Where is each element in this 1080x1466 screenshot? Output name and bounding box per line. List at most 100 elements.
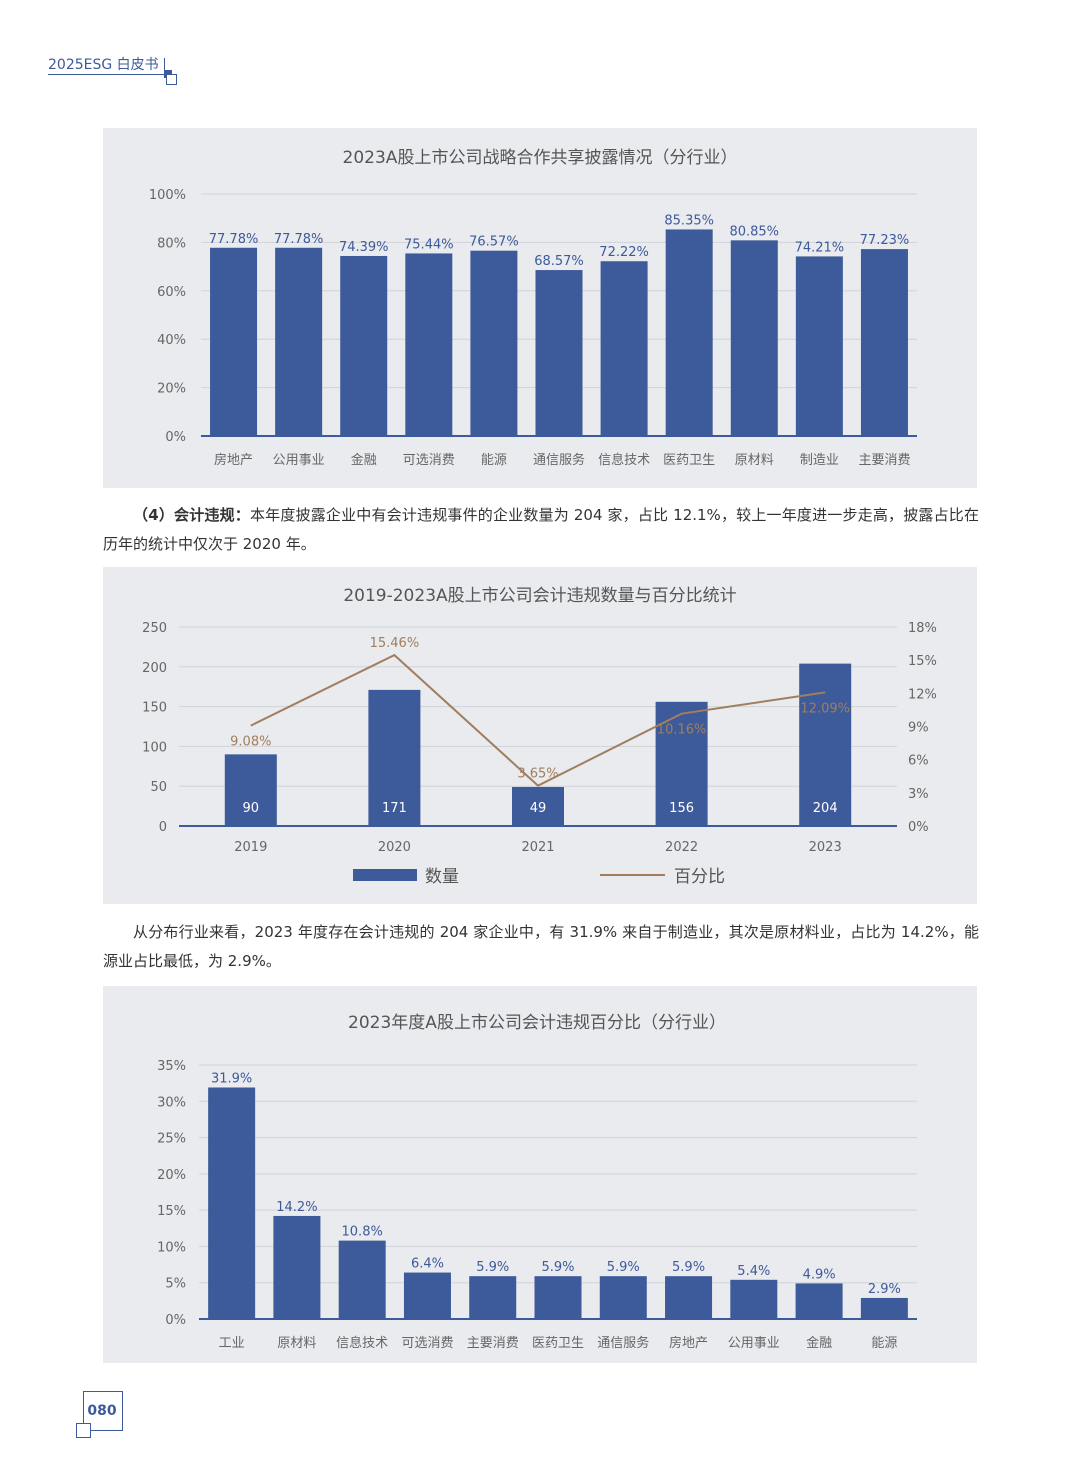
chart-violations-by-industry: 2023年度A股上市公司会计违规百分比（分行业） 0% 5% 10% 15% 20% 25… (157, 1013, 917, 1351)
y-left-tick-label: 200 (142, 661, 167, 676)
x-tick-label: 主要消费 (858, 453, 910, 468)
y-tick-label: 0% (165, 430, 186, 445)
data-label: 85.35% (664, 213, 714, 228)
bar (340, 255, 388, 436)
legend-label-percent: 百分比 (674, 867, 725, 887)
x-tick-label: 能源 (481, 453, 507, 468)
bar (535, 270, 583, 436)
data-label: 5.9% (672, 1260, 705, 1275)
x-tick-label: 通信服务 (597, 1335, 649, 1351)
bar-value-label: 49 (530, 801, 547, 816)
bar (208, 1087, 256, 1319)
x-tick-label: 信息技术 (598, 452, 650, 468)
bar (224, 754, 277, 826)
paragraph-industry-distribution: 从分布行业来看，2023 年度存在会计违规的 204 家企业中，有 31.9% … (103, 918, 979, 976)
legend-label-count: 数量 (425, 867, 459, 887)
x-tick-label: 金融 (806, 1335, 832, 1351)
bar (275, 247, 323, 436)
bar-value-label: 90 (243, 801, 260, 816)
x-tick-label: 原材料 (277, 1336, 316, 1351)
paragraph-text: 从分布行业来看，2023 年度存在会计违规的 204 家企业中，有 31.9% … (103, 923, 979, 970)
data-label: 75.44% (404, 237, 454, 252)
x-tick-label: 2020 (378, 840, 411, 855)
x-tick-label: 制造业 (800, 453, 839, 468)
y-tick-label: 100% (149, 188, 186, 203)
data-label: 5.4% (737, 1264, 770, 1279)
bar (338, 1240, 386, 1319)
x-tick-label: 医药卫生 (663, 453, 715, 468)
x-tick-label: 通信服务 (533, 452, 585, 468)
data-label: 5.9% (541, 1260, 574, 1275)
y-tick-label: 15% (157, 1204, 186, 1219)
data-label: 2.9% (868, 1282, 901, 1297)
bar (730, 240, 778, 436)
chart-panel-violations-trend: 2019-2023A股上市公司会计违规数量与百分比统计 0 50 100 150 200… (103, 567, 977, 904)
bar (665, 229, 713, 436)
data-label: 72.22% (599, 245, 649, 260)
page-number: 080 (87, 1403, 117, 1419)
y-right-tick-label: 18% (908, 621, 937, 636)
y-left-tick-label: 100 (142, 740, 167, 755)
chart-panel-strategy-disclosure: 2023A股上市公司战略合作共享披露情况（分行业） 0% 20% 40% 60% 80%… (103, 128, 977, 488)
bar (273, 1215, 321, 1319)
header-divider (164, 58, 165, 76)
header-underline (48, 74, 166, 75)
y-tick-label: 20% (157, 1168, 186, 1183)
x-tick-label: 信息技术 (336, 1335, 388, 1351)
bar (210, 247, 258, 436)
line-value-label: 3.65% (517, 767, 558, 782)
data-label: 4.9% (803, 1267, 836, 1282)
paragraph-accounting-violations: （4）会计违规：本年度披露企业中有会计违规事件的企业数量为 204 家，占比 1… (103, 501, 979, 559)
bar-value-label: 204 (813, 801, 838, 816)
bar (599, 1276, 647, 1319)
bar (512, 786, 564, 826)
bar (368, 689, 421, 826)
x-tick-label: 能源 (871, 1336, 897, 1351)
bar (860, 249, 908, 436)
data-label: 80.85% (729, 224, 779, 239)
y-right-tick-label: 3% (908, 787, 929, 802)
y-tick-label: 25% (157, 1132, 186, 1147)
y-tick-label: 0% (165, 1313, 186, 1328)
bar (795, 256, 843, 436)
chart-title: 2019-2023A股上市公司会计违规数量与百分比统计 (343, 586, 736, 606)
percent-line (250, 653, 826, 787)
data-label: 5.9% (476, 1260, 509, 1275)
data-label: 10.8% (342, 1225, 383, 1240)
bar (403, 1272, 451, 1319)
data-label: 68.57% (534, 254, 584, 269)
x-tick-label: 房地产 (669, 1335, 708, 1351)
y-right-tick-label: 0% (908, 820, 929, 835)
line-value-label: 10.16% (657, 723, 707, 738)
chart-panel-violations-by-industry: 2023年度A股上市公司会计违规百分比（分行业） 0% 5% 10% 15% 20% 25… (103, 986, 977, 1363)
x-tick-label: 可选消费 (401, 1336, 453, 1351)
y-tick-label: 20% (157, 382, 186, 397)
data-label: 6.4% (411, 1257, 444, 1272)
bar (665, 1276, 713, 1319)
bar (534, 1276, 582, 1319)
paragraph-label: （4）会计违规： (133, 506, 250, 524)
chart-strategy-disclosure: 2023A股上市公司战略合作共享披露情况（分行业） 0% 20% 40% 60% 80%… (149, 148, 917, 468)
y-right-tick-label: 15% (908, 654, 937, 669)
chart-title: 2023A股上市公司战略合作共享披露情况（分行业） (343, 148, 738, 168)
x-tick-label: 金融 (351, 452, 377, 468)
x-tick-label: 公用事业 (273, 453, 325, 468)
bar (799, 663, 852, 826)
line-value-label: 9.08% (230, 735, 271, 750)
data-label: 77.23% (860, 233, 910, 248)
header-title: 2025ESG 白皮书 (48, 57, 159, 73)
x-tick-label: 2021 (521, 840, 554, 855)
x-tick-label: 可选消费 (403, 453, 455, 468)
bar (470, 250, 518, 436)
legend-swatch-count (353, 869, 417, 881)
chart-violations-trend: 2019-2023A股上市公司会计违规数量与百分比统计 0 50 100 150 200… (142, 586, 937, 887)
chart-title: 2023年度A股上市公司会计违规百分比（分行业） (348, 1013, 726, 1033)
y-left-tick-label: 150 (142, 701, 167, 716)
x-tick-label: 医药卫生 (532, 1336, 584, 1351)
data-label: 14.2% (276, 1200, 317, 1215)
data-label: 74.21% (795, 240, 845, 255)
bar (730, 1279, 778, 1319)
bar-value-label: 171 (382, 801, 407, 816)
x-tick-label: 工业 (219, 1336, 245, 1351)
y-right-tick-label: 9% (908, 721, 929, 736)
